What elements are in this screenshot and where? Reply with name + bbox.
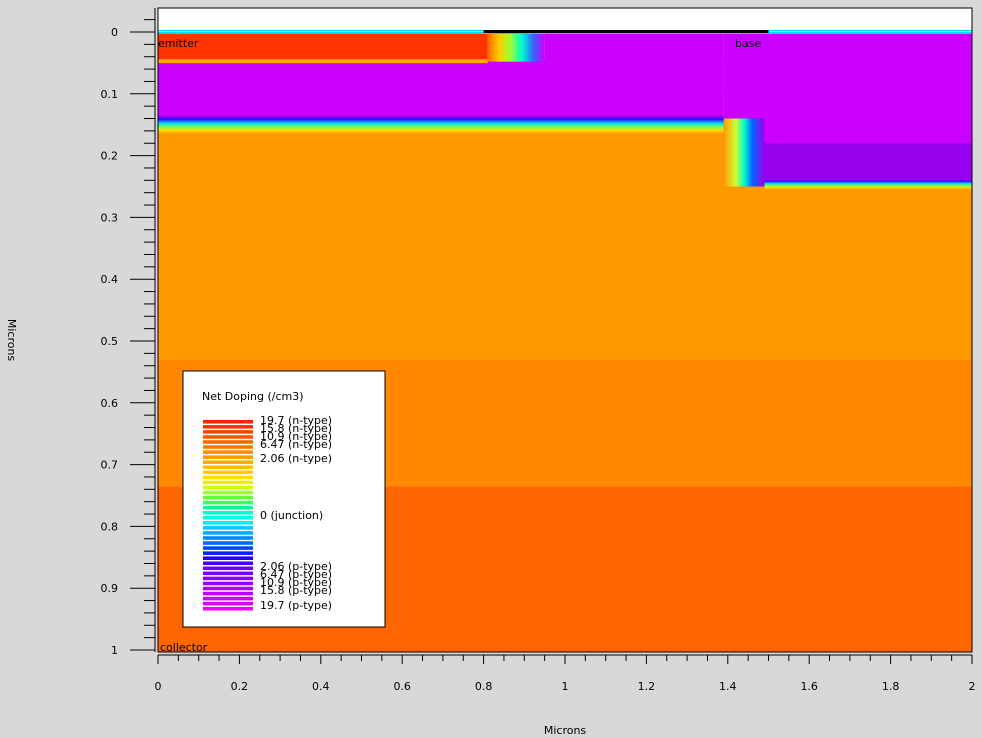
x-tick-label: 1.6 [800, 680, 818, 693]
legend-swatch [203, 551, 253, 555]
legend-title: Net Doping (/cm3) [202, 390, 304, 403]
y-axis: 0 0.1 0.2 0.3 0.4 0.5 0.6 0.7 0.8 0.9 1 [101, 8, 156, 657]
legend-swatch [203, 541, 253, 545]
legend-swatch [203, 420, 253, 424]
collector-label: collector [160, 641, 208, 654]
y-tick-label: 0.9 [101, 582, 119, 595]
legend: Net Doping (/cm3) 19.7 (n-type)15.8 (n-t… [182, 370, 386, 628]
legend-swatch [203, 495, 253, 500]
legend-swatch [203, 556, 253, 560]
x-tick-label: 0.2 [231, 680, 249, 693]
region-base-right-deep [748, 143, 972, 184]
legend-label: 19.7 (n-type) [260, 414, 332, 427]
legend-swatch [203, 581, 253, 586]
y-tick-label: 0.7 [101, 459, 119, 472]
legend-label: 19.7 (p-type) [260, 599, 332, 612]
legend-swatch [203, 531, 253, 535]
legend-swatch [203, 465, 253, 470]
legend-swatch [203, 505, 253, 510]
legend-swatch [203, 460, 253, 464]
legend-label: 15.8 (p-type) [260, 584, 332, 597]
legend-label: 6.47 (p-type) [260, 568, 332, 581]
legend-swatch [203, 450, 253, 454]
x-tick-label: 1 [562, 680, 569, 693]
x-tick-label: 1.8 [882, 680, 900, 693]
legend-labels: 19.7 (n-type)15.8 (n-type)10.9 (n-type)6… [260, 414, 332, 612]
y-tick-label: 0.8 [101, 520, 119, 533]
legend-swatch [203, 475, 253, 480]
legend-swatch [203, 425, 253, 429]
legend-swatch [203, 591, 253, 596]
legend-swatch [203, 576, 253, 581]
legend-swatch [203, 606, 253, 611]
y-tick-label: 0.5 [101, 335, 119, 348]
oxide-layer [158, 8, 972, 32]
legend-swatch [203, 435, 253, 439]
legend-label: 15.8 (n-type) [260, 422, 332, 435]
legend-swatch [203, 485, 253, 490]
legend-swatch [203, 480, 253, 485]
y-tick-label: 1 [111, 644, 118, 657]
legend-label: 0 (junction) [260, 509, 323, 522]
junction-band-left [158, 115, 724, 134]
y-tick-label: 0.1 [101, 88, 119, 101]
legend-swatches [203, 420, 253, 611]
y-tick-label: 0.2 [101, 150, 119, 163]
legend-swatch [203, 526, 253, 530]
legend-swatch [203, 601, 253, 606]
junction-step [723, 118, 765, 187]
x-tick-label: 0.6 [393, 680, 411, 693]
legend-swatch [203, 596, 253, 601]
x-tick-label: 0 [155, 680, 162, 693]
emitter-lower-edge [158, 59, 488, 64]
legend-swatch [203, 490, 253, 495]
x-tick-label: 1.2 [638, 680, 656, 693]
x-axis-title: Microns [544, 724, 587, 737]
legend-swatch [203, 586, 253, 591]
y-tick-label: 0.6 [101, 397, 119, 410]
legend-swatch [203, 455, 253, 459]
region-base-mid-top [544, 32, 724, 92]
y-tick-label: 0.3 [101, 211, 119, 224]
y-tick-label: 0 [111, 26, 118, 39]
emitter-label: emitter [158, 37, 199, 50]
legend-swatch [203, 445, 253, 449]
y-tick-label: 0.4 [101, 273, 119, 286]
legend-swatch [203, 546, 253, 550]
legend-label: 10.9 (n-type) [260, 430, 332, 443]
legend-swatch [203, 571, 253, 576]
legend-label: 6.47 (n-type) [260, 438, 332, 451]
x-axis: 0 0.2 0.4 0.6 0.8 1 1.2 1.4 1.6 1.8 2 [155, 654, 976, 693]
y-axis-title: Microns [5, 319, 18, 362]
legend-label: 2.06 (n-type) [260, 452, 332, 465]
plot-area [157, 7, 973, 653]
legend-swatch [203, 516, 253, 520]
x-tick-label: 1.4 [719, 680, 737, 693]
x-tick-label: 2 [969, 680, 976, 693]
legend-swatch [203, 510, 253, 515]
emitter-side-edge [487, 32, 545, 62]
junction-band-right [764, 179, 972, 190]
plot-frame [157, 7, 973, 653]
region-emitter [158, 32, 488, 62]
x-tick-label: 0.8 [475, 680, 493, 693]
legend-label: 10.9 (p-type) [260, 576, 332, 589]
legend-swatch [203, 430, 253, 434]
legend-swatch [203, 470, 253, 475]
legend-swatch [203, 440, 253, 444]
electrode-bar [483, 30, 769, 33]
legend-swatch [203, 521, 253, 525]
legend-swatch [203, 500, 253, 505]
legend-swatch [203, 566, 253, 571]
x-tick-label: 0.4 [312, 680, 330, 693]
legend-swatch [203, 561, 253, 566]
base-label: base [735, 37, 761, 50]
legend-label: 2.06 (p-type) [260, 560, 332, 573]
legend-swatch [203, 536, 253, 540]
